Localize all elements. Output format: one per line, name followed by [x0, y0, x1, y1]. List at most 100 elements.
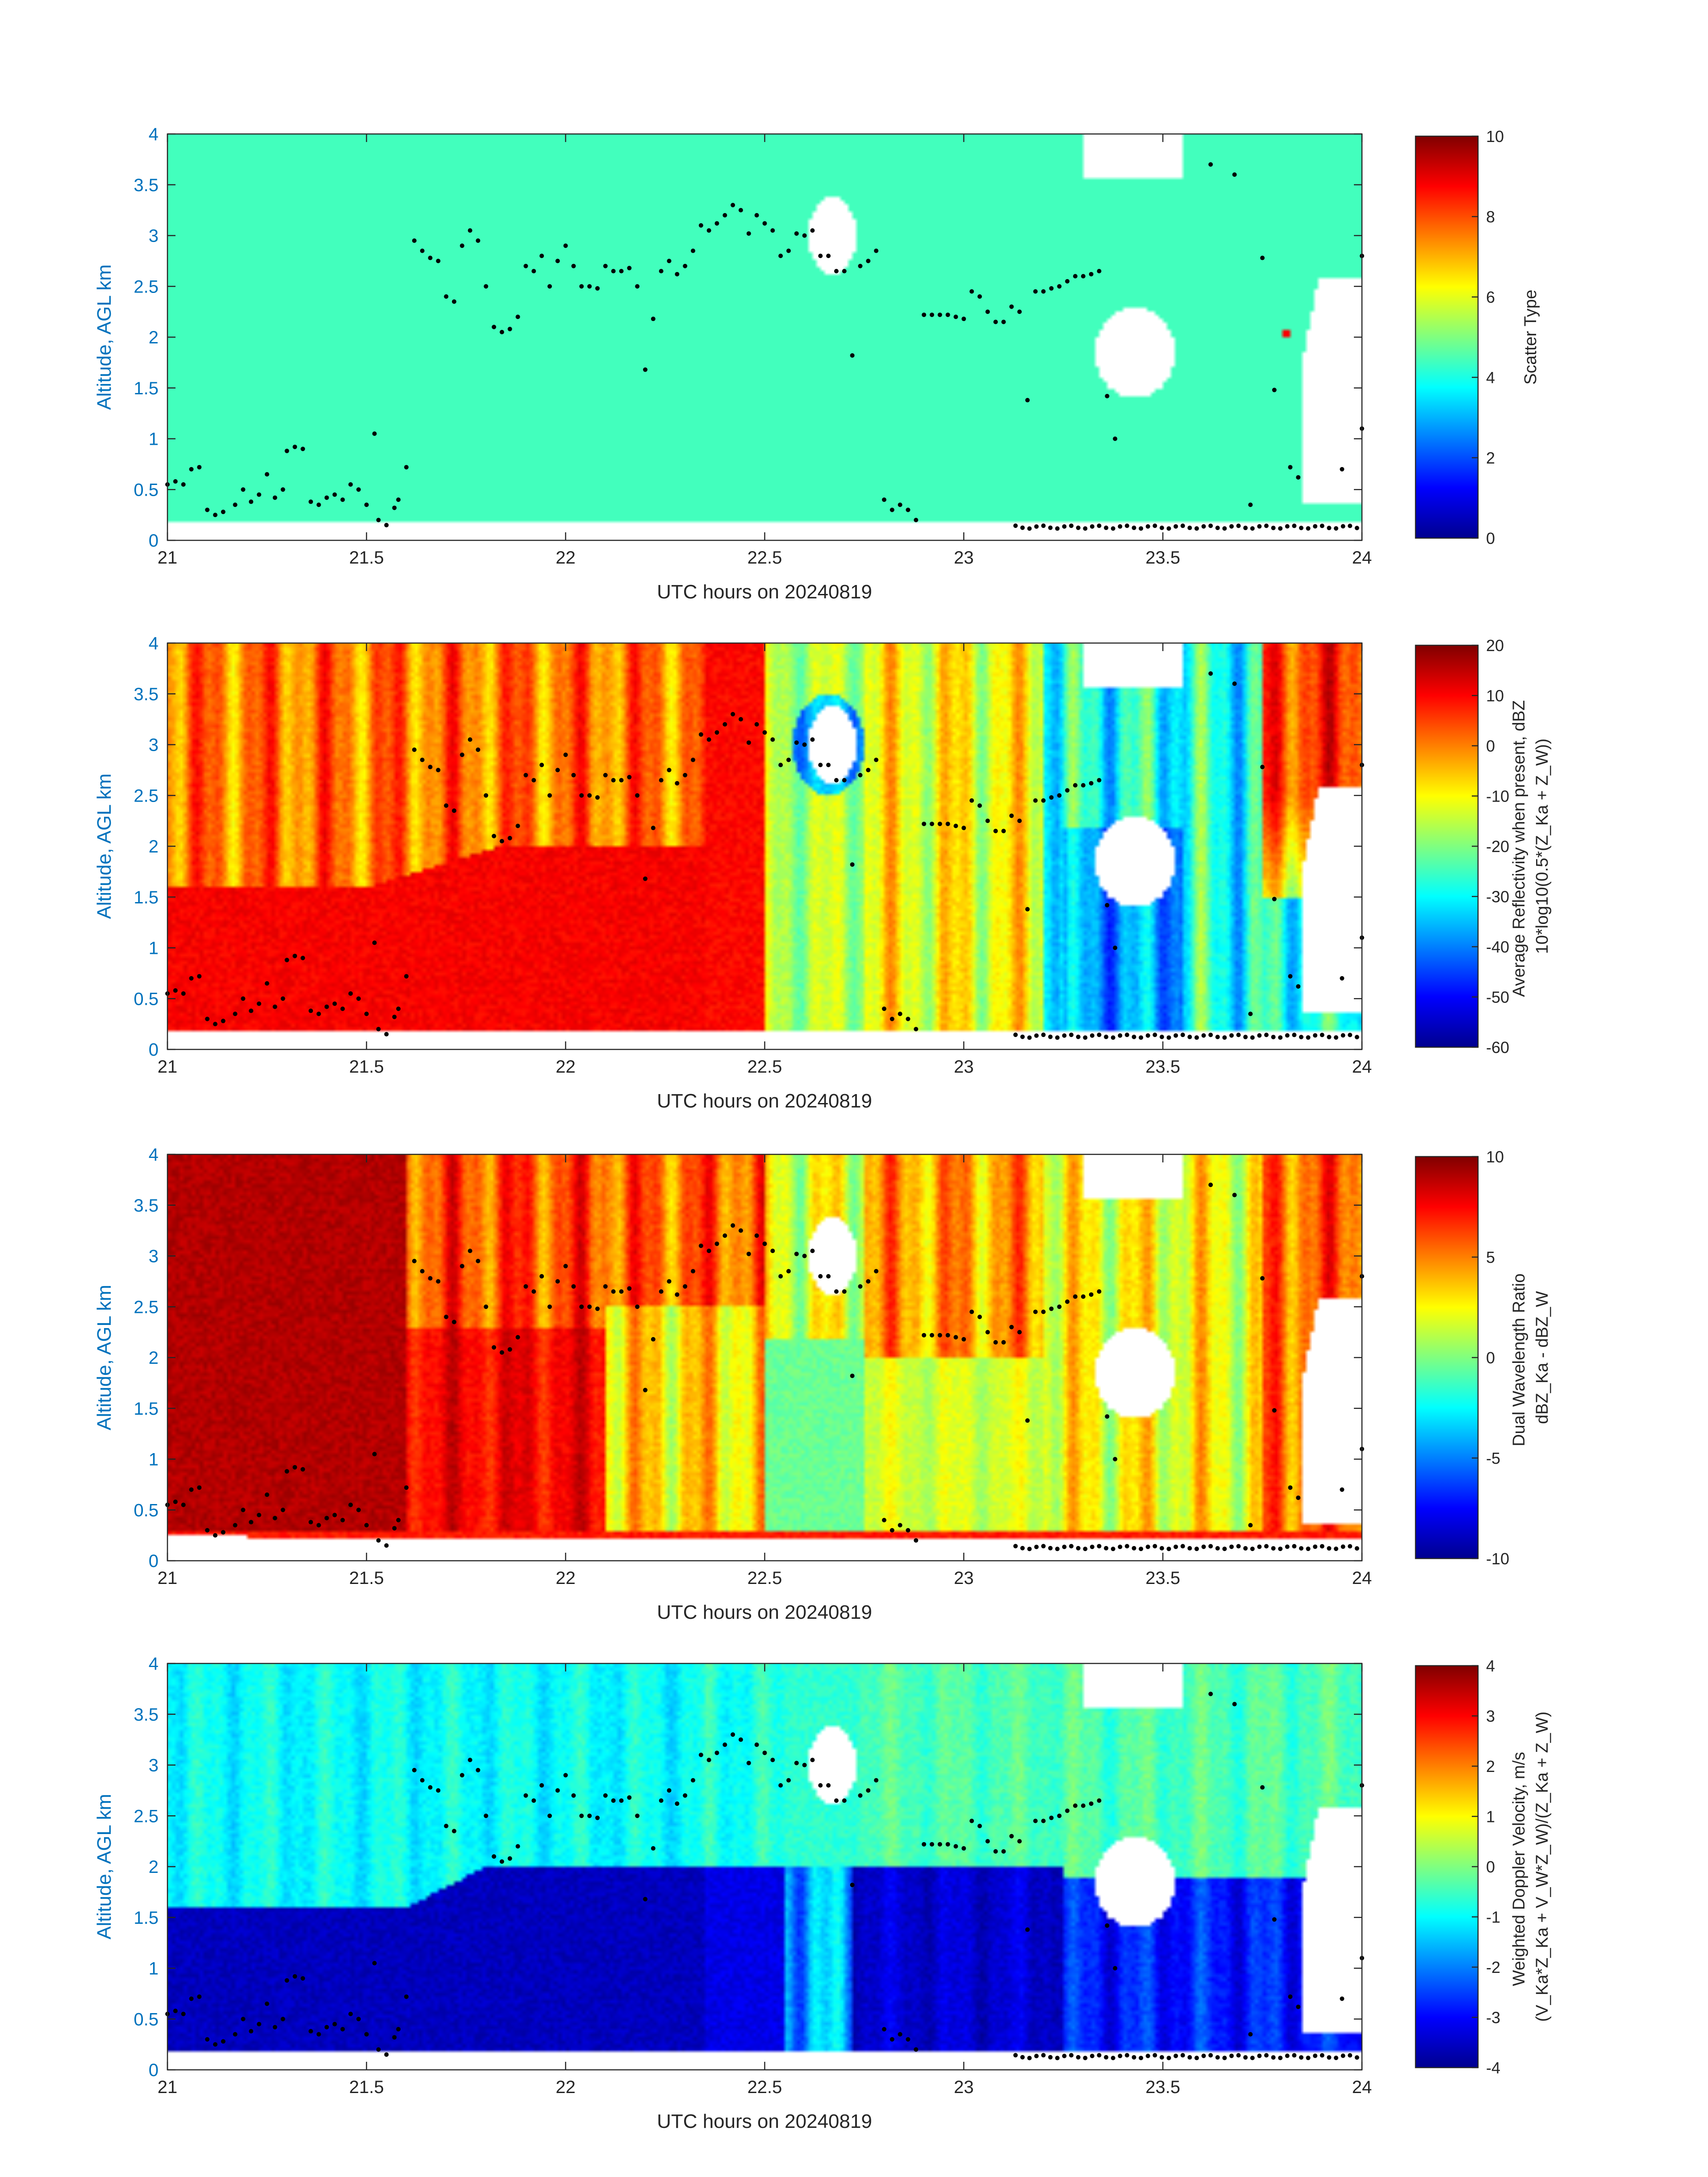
surface-point: [1090, 1033, 1094, 1038]
surface-point: [1341, 1033, 1345, 1038]
colorbar-tick-label: 0: [1486, 1858, 1495, 1876]
surface-point: [1243, 1546, 1248, 1551]
surface-point: [1313, 2053, 1318, 2058]
cloud-base-point: [404, 465, 409, 470]
cloud-base-point: [459, 1773, 464, 1778]
cloud-base-point: [1288, 1994, 1293, 1999]
cloud-base-point: [272, 1004, 277, 1009]
cloud-base-point: [858, 263, 863, 268]
cloud-base-point: [292, 953, 297, 958]
surface-point: [1139, 526, 1144, 531]
y-tick-label: 0.5: [134, 2010, 159, 2029]
cloud-base-point: [611, 269, 616, 274]
surface-point: [1048, 1546, 1053, 1550]
cloud-base-point: [476, 1768, 480, 1772]
cloud-base-point: [436, 259, 441, 263]
cloud-base-point: [1248, 1523, 1253, 1528]
cloud-base-point: [547, 1813, 552, 1818]
cloud-base-point: [643, 367, 647, 372]
y-tick-label: 2: [149, 837, 159, 857]
cloud-base-point: [376, 1538, 381, 1543]
surface-point: [1055, 526, 1060, 531]
cloud-base-point: [1208, 162, 1213, 167]
cloud-base-point: [332, 492, 337, 497]
cloud-base-point: [1208, 1183, 1213, 1187]
surface-point: [1124, 1032, 1129, 1037]
cloud-base-point: [292, 444, 297, 449]
y-tick-label: 1: [149, 1959, 159, 1979]
cloud-base-point: [906, 2037, 910, 2042]
cloud-base-point: [364, 1011, 369, 1016]
cloud-base-point: [1105, 1414, 1110, 1419]
cloud-base-point: [1097, 1289, 1102, 1294]
y-tick-label: 0: [149, 531, 159, 551]
cloud-base-point: [945, 821, 950, 826]
cloud-base-point: [284, 448, 289, 453]
cloud-base-point: [272, 495, 277, 500]
cloud-base-point: [1296, 2004, 1301, 2009]
x-tick-label: 22.5: [748, 548, 782, 568]
cloud-base-point: [213, 1022, 217, 1027]
x-axis-label: UTC hours on 20240819: [657, 1090, 872, 1112]
cloud-base-point: [1025, 1927, 1030, 1932]
cloud-base-point: [531, 1289, 536, 1294]
surface-point: [1299, 526, 1304, 531]
surface-point: [1257, 2053, 1262, 2058]
cloud-base-point: [922, 1842, 927, 1847]
cloud-base-point: [635, 284, 640, 289]
cloud-base-point: [882, 1007, 886, 1011]
panel-dual-wavelength-ratio: 21 21.5 22 22.5 23 23.5 24 00.511.522.533.54 U…: [93, 1145, 1552, 1623]
cloud-base-point: [539, 254, 544, 258]
colorbar-tick-label: -60: [1486, 1038, 1509, 1057]
cloud-base-point: [412, 1768, 417, 1772]
surface-point: [1271, 2055, 1276, 2060]
y-tick-label: 0.5: [134, 480, 159, 500]
cloud-base-point: [587, 793, 592, 798]
surface-point: [1173, 2053, 1178, 2058]
surface-point: [1327, 1546, 1332, 1551]
cloud-base-point: [324, 495, 329, 500]
cloud-base-point: [1025, 907, 1030, 912]
cloud-base-point: [889, 1016, 894, 1021]
surface-point: [1354, 1035, 1359, 1040]
colorbar-tick-label: 3: [1486, 1707, 1495, 1726]
cloud-base-point: [1232, 172, 1237, 177]
cloud-base-point: [213, 1533, 217, 1538]
x-tick-label: 22.5: [748, 1057, 782, 1077]
cloud-base-point: [1017, 1330, 1022, 1335]
colorbar-tick-label: 20: [1486, 636, 1504, 655]
surface-point: [1159, 1546, 1164, 1551]
cloud-base-point: [587, 1304, 592, 1309]
cloud-base-point: [1065, 279, 1070, 284]
cloud-base-point: [739, 717, 743, 722]
cloud-base-point: [1272, 1917, 1277, 1922]
surface-point: [1062, 1545, 1067, 1550]
cloud-base-point: [484, 284, 489, 289]
cloud-base-point: [428, 765, 433, 769]
y-tick-label: 0: [149, 1040, 159, 1060]
cloud-base-point: [1272, 388, 1277, 393]
cloud-base-point: [937, 312, 942, 317]
surface-point: [1055, 1546, 1060, 1551]
cloud-base-point: [659, 778, 664, 783]
cloud-base-point: [906, 1528, 910, 1533]
cloud-base-point: [1017, 819, 1022, 823]
surface-point: [1264, 1032, 1269, 1037]
cloud-base-point: [384, 2052, 389, 2057]
cloud-base-point: [874, 1778, 879, 1783]
cloud-base-point: [953, 1335, 958, 1340]
cloud-points-layer: [165, 1183, 1364, 1551]
cloud-base-point: [595, 286, 600, 291]
cloud-base-point: [1049, 1306, 1054, 1311]
surface-point: [1048, 1034, 1053, 1039]
cloud-base-point: [492, 1345, 497, 1350]
cloud-base-point: [1113, 945, 1118, 950]
x-ticks: 21 21.5 22 22.5 23 23.5 24: [158, 643, 1372, 1077]
cloud-base-point: [492, 1854, 497, 1859]
cloud-base-point: [770, 737, 775, 742]
surface-point: [1153, 1544, 1157, 1549]
cloud-base-point: [500, 1859, 504, 1864]
surface-point: [1194, 526, 1199, 531]
cloud-base-point: [404, 1485, 409, 1490]
cloud-base-point: [1288, 465, 1293, 470]
